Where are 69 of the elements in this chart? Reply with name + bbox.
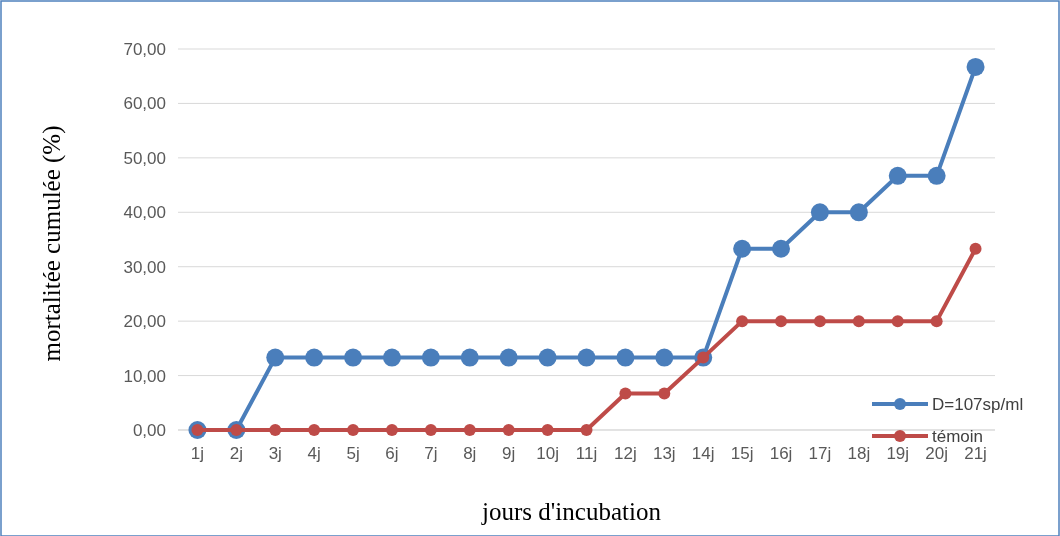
point [616, 348, 635, 367]
point [619, 387, 632, 400]
point [966, 57, 985, 76]
x-tick-label: 15j [730, 444, 754, 463]
x-tick-label: 13j [652, 444, 676, 463]
point [347, 424, 360, 436]
x-tick-label: 17j [808, 444, 832, 463]
point [655, 348, 674, 367]
x-tick-label: 7j [424, 444, 438, 463]
x-tick-label: 9j [502, 444, 516, 463]
x-tick-label: 20j [925, 444, 948, 463]
point [421, 348, 440, 367]
x-axis-title: jours d'incubation [481, 498, 662, 525]
point [852, 315, 865, 328]
y-tick-label: 60,00 [123, 94, 166, 114]
point [736, 315, 749, 328]
point [499, 348, 518, 367]
point [382, 348, 401, 367]
y-tick-label: 20,00 [123, 312, 166, 332]
point [733, 239, 752, 258]
x-tick-label: 19j [886, 444, 910, 463]
x-tick-label: 4j [307, 444, 321, 463]
point [424, 424, 437, 436]
y-axis-title: mortalitée cumulée (%) [38, 125, 66, 362]
y-tick-label: 50,00 [123, 148, 166, 168]
point [658, 387, 671, 400]
x-tick-label: 16j [769, 444, 793, 463]
x-tick-label: 21j [964, 444, 987, 463]
point [891, 315, 904, 328]
y-tick-label: 30,00 [123, 257, 166, 277]
point [305, 348, 324, 367]
legend-label: témoin [932, 427, 984, 446]
point [308, 424, 321, 436]
point [538, 348, 557, 367]
point [813, 315, 826, 328]
x-tick-label: 6j [385, 444, 399, 463]
point [888, 166, 907, 185]
point [927, 166, 946, 185]
y-tick-label: 40,00 [123, 203, 166, 223]
point [463, 424, 476, 436]
x-tick-label: 11j [575, 444, 598, 463]
point [930, 315, 943, 328]
point [580, 424, 593, 436]
point [969, 242, 982, 255]
point [577, 348, 596, 367]
y-tick-label: 0,00 [132, 421, 166, 440]
point [266, 348, 285, 367]
x-tick-label: 2j [229, 444, 243, 463]
point [460, 348, 479, 367]
x-tick-label: 1j [190, 444, 205, 463]
x-tick-label: 3j [268, 444, 282, 463]
point [344, 348, 363, 367]
legend-label: D=107sp/ml [932, 395, 1024, 414]
point [541, 424, 554, 436]
y-tick-label: 10,00 [123, 366, 166, 386]
point [772, 239, 791, 258]
x-tick-label: 12j [614, 444, 637, 463]
point [810, 203, 829, 222]
x-tick-label: 8j [463, 444, 477, 463]
x-tick-label: 18j [847, 444, 871, 463]
x-tick-label: 10j [536, 444, 559, 463]
point [775, 315, 788, 328]
point [502, 424, 515, 436]
point [849, 203, 868, 222]
y-tick-label: 70,00 [123, 40, 166, 59]
x-tick-label: 14j [691, 444, 715, 463]
point [385, 424, 398, 436]
x-tick-label: 5j [346, 444, 360, 463]
point [269, 424, 282, 436]
